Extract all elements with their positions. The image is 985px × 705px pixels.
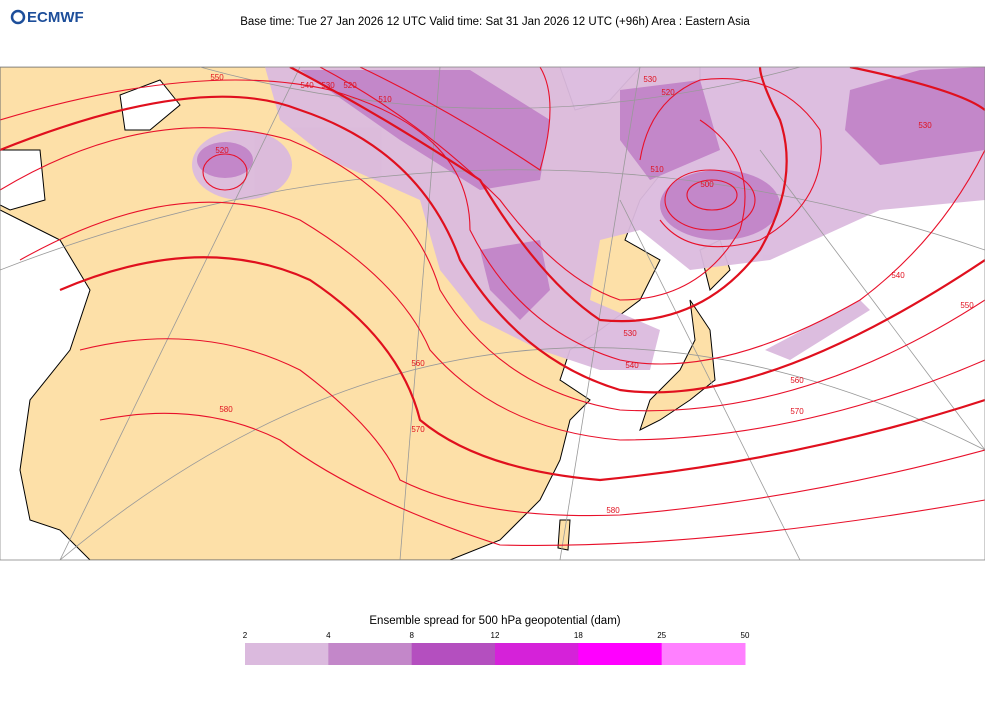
colorbar-tick-label: 18	[574, 631, 583, 640]
colorbar-segment	[411, 643, 496, 665]
contour-label: 530	[643, 75, 657, 84]
colorbar-segment	[495, 643, 579, 665]
colorbar-tick-label: 12	[491, 631, 500, 640]
colorbar-tick-label: 25	[657, 631, 666, 640]
contour-label: 580	[219, 405, 233, 414]
legend-title: Ensemble spread for 500 hPa geopotential…	[369, 615, 620, 627]
colorbar-segment	[578, 643, 663, 665]
colorbar-tick-label: 8	[409, 631, 414, 640]
lake	[0, 79, 181, 211]
colorbar-tick-label: 2	[243, 631, 248, 640]
contour-labels: 550 540 530 520 510 530 520 510 500 520 530 540 550 5…	[210, 73, 974, 515]
colorbar-segment	[245, 643, 329, 665]
colorbar-segment	[661, 643, 746, 665]
logo-text: ECMWF	[27, 9, 84, 26]
contour-label: 580	[606, 506, 620, 515]
map-panel: 550 540 530 520 510 530 520 510 500 520 530 540 550 5…	[0, 66, 985, 561]
contour-label: 510	[650, 165, 664, 174]
contour-label: 540	[891, 271, 905, 280]
logo-icon	[10, 9, 26, 25]
colorbar-tick-label: 50	[741, 631, 750, 640]
contour-label: 530	[321, 81, 335, 90]
contour-label: 550	[960, 301, 974, 310]
contour-label: 560	[790, 376, 804, 385]
map-frame	[0, 66, 985, 561]
colorbar-segment	[328, 643, 413, 665]
contour-label: 570	[411, 425, 425, 434]
contour-label: 540	[300, 81, 314, 90]
contour-label: 520	[661, 88, 675, 97]
contour-label: 500	[700, 180, 714, 189]
contour-label: 520	[343, 81, 357, 90]
contour-label: 550	[210, 73, 224, 82]
contour-label: 510	[378, 95, 392, 104]
contour-label: 520	[215, 146, 229, 155]
contour-label: 530	[918, 121, 932, 130]
header-title: Base time: Tue 27 Jan 2026 12 UTC Valid …	[240, 16, 750, 28]
contour-label: 530	[623, 329, 637, 338]
graticule	[0, 67, 985, 560]
colorbar: 2 4 8 12 18 25 50	[243, 631, 750, 665]
contour-label: 570	[790, 407, 804, 416]
contour-label: 560	[411, 359, 425, 368]
contours	[0, 67, 985, 547]
logo: ECMWF	[10, 9, 84, 26]
contour-label: 540	[625, 361, 639, 370]
colorbar-tick-label: 4	[326, 631, 331, 640]
